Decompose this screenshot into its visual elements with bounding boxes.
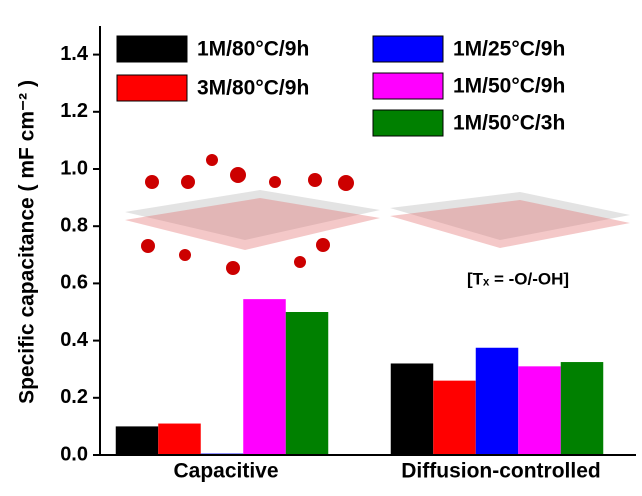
y-tick-label: 1.2 (60, 100, 88, 122)
legend-label: 1M/80°C/9h (197, 38, 309, 61)
bar (475, 347, 519, 455)
bar (518, 366, 561, 455)
y-tick-label: 1.4 (60, 43, 89, 65)
bar (115, 426, 159, 455)
y-axis-title: Specific capacitance ( mF cm⁻² ) (16, 80, 39, 404)
bar (243, 299, 286, 455)
legend-swatch (116, 35, 188, 63)
bar (560, 362, 604, 455)
y-tick-label: 0.4 (60, 329, 89, 351)
legend-label: 1M/25°C/9h (453, 38, 565, 61)
legend-swatch (116, 74, 188, 102)
x-tick-label: Capacitive (173, 460, 278, 483)
x-tick-label: Diffusion-controlled (401, 460, 600, 483)
legend-label: 3M/80°C/9h (197, 77, 309, 100)
legend-swatch (372, 35, 444, 63)
structure-illustration (125, 154, 630, 275)
y-tick-label: 0.2 (60, 386, 88, 408)
legend-label: 1M/50°C/3h (453, 112, 565, 135)
legend-swatch (372, 109, 444, 137)
bar (158, 423, 201, 455)
legend-swatch (372, 72, 444, 100)
legend-label: 1M/50°C/9h (453, 75, 565, 98)
bar (390, 363, 434, 455)
y-tick-label: 0.6 (60, 272, 88, 294)
annotation: [Tₓ = -O/-OH] (467, 269, 569, 288)
bar (285, 312, 329, 455)
bar (433, 380, 476, 455)
y-tick-label: 0.8 (60, 214, 88, 236)
y-tick-label: 1.0 (60, 157, 88, 179)
y-tick-label: 0.0 (60, 443, 88, 465)
